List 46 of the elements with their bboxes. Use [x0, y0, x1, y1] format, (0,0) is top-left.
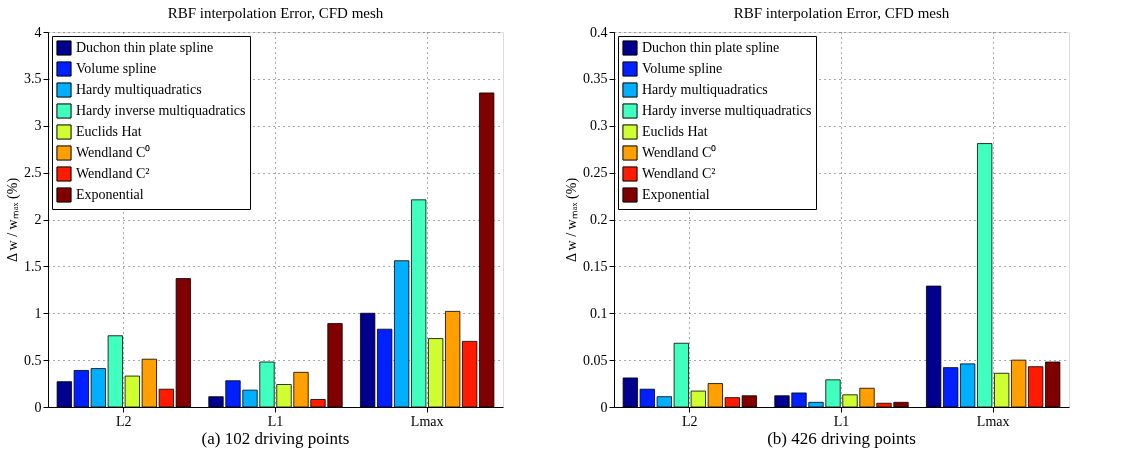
- legend-label: Wendland C⁰: [76, 145, 151, 160]
- legend-label: Duchon thin plate spline: [76, 40, 214, 55]
- y-tick-label: 0: [600, 399, 608, 415]
- x-tick-label: L1: [267, 413, 284, 429]
- y-tick-label: 0.15: [583, 258, 608, 274]
- legend-label: Hardy multiquadratics: [76, 82, 202, 97]
- y-tick-label: 1: [34, 305, 42, 321]
- legend-label: Duchon thin plate spline: [642, 40, 780, 55]
- chart-title: RBF interpolation Error, CFD mesh: [733, 5, 950, 21]
- legend-label: Wendland C²: [642, 166, 716, 181]
- chart-title: RBF interpolation Error, CFD mesh: [167, 5, 384, 21]
- legend-label: Hardy inverse multiquadratics: [76, 103, 246, 118]
- legend-label: Wendland C²: [76, 166, 150, 181]
- y-axis-title: Δ w / wₘₐₓ (%): [564, 177, 580, 263]
- x-tick-label: L2: [116, 413, 132, 429]
- y-tick-label: 2: [34, 212, 42, 227]
- y-tick-label: 4: [34, 24, 42, 40]
- y-tick-label: 0.25: [583, 165, 608, 181]
- y-tick-label: 3.5: [24, 71, 42, 87]
- text: (b) 426 driving points: [767, 429, 916, 448]
- y-axis-title: Δ w / wₘₐₓ (%): [5, 177, 21, 263]
- y-tick-label: 0: [34, 399, 42, 415]
- y-tick-label: 1.5: [24, 258, 42, 274]
- y-tick-label: 0.1: [590, 305, 608, 321]
- x-tick-label: Lmax: [410, 413, 444, 429]
- text: (a) 102 driving points: [201, 429, 350, 448]
- legend-label: Exponential: [642, 187, 710, 202]
- legend-label: Exponential: [76, 187, 144, 202]
- legend-label: Volume spline: [642, 61, 723, 76]
- y-tick-label: 0.4: [590, 24, 608, 40]
- legend-label: Euclids Hat: [642, 124, 708, 139]
- y-tick-label: 0.05: [583, 352, 608, 368]
- y-tick-label: 2.5: [24, 165, 42, 181]
- x-tick-label: L2: [682, 413, 698, 429]
- legend-label: Hardy multiquadratics: [642, 82, 768, 97]
- y-tick-label: 3: [34, 118, 42, 134]
- x-tick-label: Lmax: [976, 413, 1010, 429]
- y-tick-label: 0.35: [583, 71, 608, 87]
- legend-label: Hardy inverse multiquadratics: [642, 103, 812, 118]
- legend-label: Euclids Hat: [76, 124, 142, 139]
- y-tick-label: 0.5: [24, 352, 42, 368]
- y-tick-label: 0.2: [590, 212, 608, 227]
- legend-label: Wendland C⁰: [642, 145, 717, 160]
- y-tick-label: 0.3: [590, 118, 608, 134]
- legend-label: Volume spline: [76, 61, 157, 76]
- x-tick-label: L1: [833, 413, 850, 429]
